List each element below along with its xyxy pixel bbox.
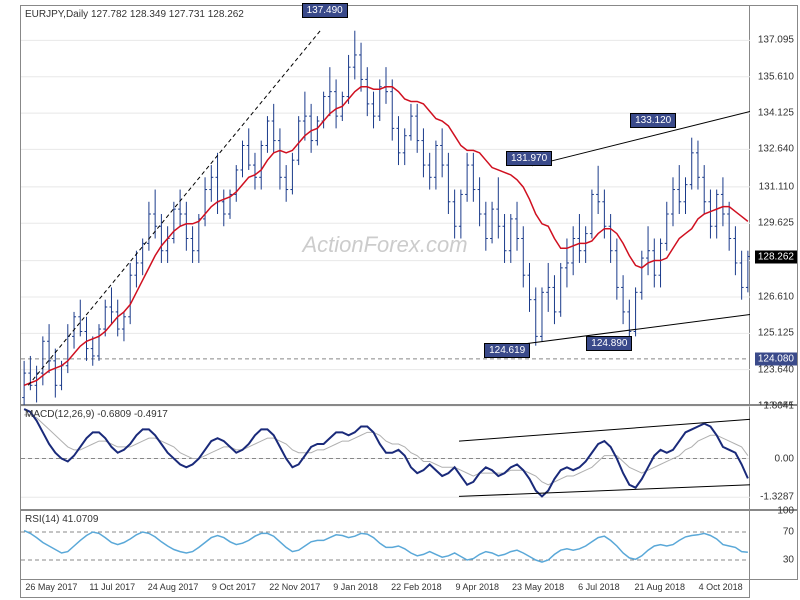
price-label: 124.619 [484, 343, 530, 358]
price-chart-svg [21, 6, 751, 406]
price-label: 137.490 [302, 3, 348, 18]
price-chart-panel: EURJPY,Daily 127.782 128.349 127.731 128… [20, 5, 750, 405]
rsi-svg [21, 511, 751, 581]
instrument-title: EURJPY,Daily 127.782 128.349 127.731 128… [25, 9, 244, 20]
rsi-title: RSI(14) 41.0709 [25, 514, 98, 525]
price-label: 124.890 [586, 336, 632, 351]
macd-svg [21, 406, 751, 511]
rsi-panel: RSI(14) 41.0709 [20, 510, 750, 580]
price-y-axis: 122.155123.640125.125126.610128.095129.6… [750, 5, 798, 405]
x-axis: 26 May 201711 Jul 201724 Aug 20179 Oct 2… [20, 580, 750, 598]
rsi-y-axis: 3070100 [750, 510, 798, 580]
macd-panel: MACD(12,26,9) -0.6809 -0.4917 [20, 405, 750, 510]
price-label: 133.120 [630, 113, 676, 128]
price-label: 131.970 [506, 151, 552, 166]
macd-title: MACD(12,26,9) -0.6809 -0.4917 [25, 409, 168, 420]
macd-y-axis: -1.32870.001.8041 [750, 405, 798, 510]
